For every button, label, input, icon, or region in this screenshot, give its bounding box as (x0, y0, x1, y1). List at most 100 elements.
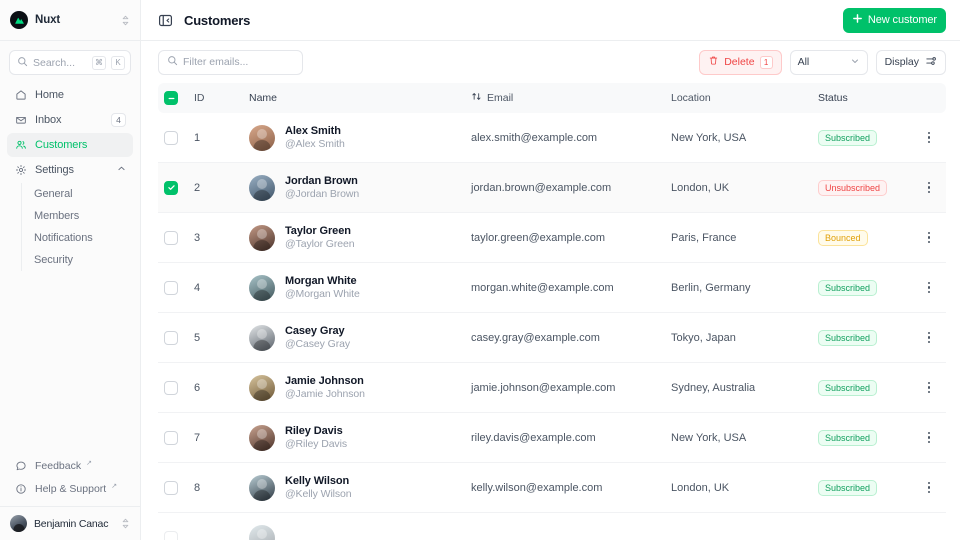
filter-emails-placeholder: Filter emails... (183, 56, 249, 68)
column-header-id[interactable]: ID (194, 92, 205, 104)
row-select-cell (158, 430, 194, 445)
cell-actions (912, 278, 946, 298)
sidebar-user-switcher[interactable]: Benjamin Canac (0, 506, 140, 540)
external-link-icon: ↗ (86, 460, 92, 467)
row-checkbox[interactable] (164, 380, 178, 395)
filter-emails-input[interactable]: Filter emails... (158, 49, 303, 75)
ellipsis-vertical-icon[interactable] (924, 428, 935, 448)
table-row-partial[interactable] (158, 513, 946, 540)
search-input[interactable]: Search... ⌘ K (9, 50, 131, 75)
select-all-checkbox[interactable] (164, 91, 178, 105)
row-select-cell (158, 330, 194, 345)
sidebar-item-home[interactable]: Home (7, 83, 133, 107)
new-customer-button[interactable]: New customer (842, 7, 946, 33)
sidebar-item-feedback[interactable]: Feedback ↗ (7, 454, 133, 477)
ellipsis-vertical-icon[interactable] (924, 328, 935, 348)
sort-arrows-icon (471, 91, 482, 105)
cell-id: 2 (194, 181, 201, 194)
table-row[interactable]: 8 Kelly Wilson @Kelly Wilson kelly.wilson@e… (158, 463, 946, 513)
table-row[interactable]: 5 Casey Gray @Casey Gray casey.gray@example… (158, 313, 946, 363)
row-select-cell (158, 480, 194, 495)
avatar (249, 274, 275, 301)
sidebar-team-switcher[interactable]: Nuxt (0, 0, 140, 41)
ellipsis-vertical-icon[interactable] (924, 128, 935, 148)
ellipsis-vertical-icon[interactable] (924, 178, 935, 198)
sidebar-item-customers[interactable]: Customers (7, 133, 133, 157)
status-filter-select[interactable]: All (789, 49, 868, 75)
table-row[interactable]: 1 Alex Smith @Alex Smith alex.smith@example… (158, 113, 946, 163)
cell-name: Kelly Wilson @Kelly Wilson (249, 474, 471, 501)
main-content: Customers New customer Filter emails... (141, 0, 960, 540)
cell-location: New York, USA (671, 431, 747, 444)
sidebar-item-settings[interactable]: Settings (7, 158, 133, 182)
sidebar-item-help-support[interactable]: Help & Support ↗ (7, 477, 133, 500)
table-row[interactable]: 6 Jamie Johnson @Jamie Johnson jamie.johnso… (158, 363, 946, 413)
status-badge: Subscribed (818, 379, 878, 396)
delete-label: Delete (724, 56, 755, 68)
trash-icon (708, 55, 719, 69)
ellipsis-vertical-icon[interactable] (924, 278, 935, 298)
column-header-location[interactable]: Location (671, 92, 711, 104)
ellipsis-vertical-icon[interactable] (924, 228, 935, 248)
sidebar-subitem-general[interactable]: General (34, 188, 73, 200)
column-header-email[interactable]: Email (471, 91, 671, 105)
customer-name: Jordan Brown (285, 175, 358, 187)
column-header-name[interactable]: Name (249, 92, 278, 104)
row-select-cell (158, 380, 194, 395)
cell-id: 5 (194, 331, 201, 344)
column-header-status[interactable]: Status (818, 92, 848, 104)
cell-id: 3 (194, 231, 201, 244)
status-badge: Subscribed (818, 129, 878, 146)
cell-location: New York, USA (671, 131, 747, 144)
row-checkbox[interactable] (164, 180, 178, 195)
row-checkbox[interactable] (164, 230, 178, 245)
customer-name: Casey Gray (285, 325, 345, 337)
cell-name: Morgan White @Morgan White (249, 274, 471, 301)
customer-handle: @Morgan White (285, 288, 360, 300)
status-badge: Unsubscribed (818, 179, 888, 196)
table-row[interactable]: 3 Taylor Green @Taylor Green taylor.green@e… (158, 213, 946, 263)
cell-email: jordan.brown@example.com (471, 181, 612, 194)
row-checkbox[interactable] (164, 330, 178, 345)
info-circle-icon (14, 482, 27, 495)
sidebar-item-help-support-label: Help & Support (35, 482, 107, 495)
inbox-badge: 4 (111, 113, 126, 127)
table-row[interactable]: 4 Morgan White @Morgan White morgan.white@e… (158, 263, 946, 313)
row-checkbox[interactable] (164, 280, 178, 295)
cell-name: Casey Gray @Casey Gray (249, 324, 471, 351)
cell-location: Paris, France (671, 231, 737, 244)
ellipsis-vertical-icon[interactable] (924, 378, 935, 398)
cell-email: kelly.wilson@example.com (471, 481, 603, 494)
avatar (249, 474, 275, 501)
sidebar-item-inbox[interactable]: Inbox 4 (7, 108, 133, 132)
customers-table: ID Name Email Location Status 1 Alex Smit… (141, 83, 960, 540)
row-checkbox[interactable] (164, 130, 178, 145)
ellipsis-vertical-icon[interactable] (924, 478, 935, 498)
table-row[interactable]: 7 Riley Davis @Riley Davis riley.davis@exam… (158, 413, 946, 463)
sidebar-subitem-notifications[interactable]: Notifications (34, 232, 93, 244)
table-row[interactable]: 2 Jordan Brown @Jordan Brown jordan.brown@e… (158, 163, 946, 213)
row-checkbox[interactable] (164, 480, 178, 495)
cell-name: Alex Smith @Alex Smith (249, 124, 471, 151)
top-bar: Customers New customer (141, 0, 960, 41)
table-toolbar: Filter emails... Delete 1 All Display (141, 41, 960, 83)
cell-status: Subscribed (818, 329, 912, 346)
cell-name: Jamie Johnson @Jamie Johnson (249, 374, 471, 401)
cell-actions (912, 228, 946, 248)
avatar (249, 324, 275, 351)
cell-location: London, UK (671, 181, 730, 194)
customer-name: Alex Smith (285, 125, 341, 137)
sidebar-brand-label: Nuxt (35, 14, 61, 26)
sidebar-item-customers-label: Customers (35, 139, 88, 151)
sidebar-subitem-security[interactable]: Security (34, 254, 73, 266)
panel-collapse-icon[interactable] (158, 13, 173, 28)
external-link-icon: ↗ (111, 483, 118, 490)
row-checkbox[interactable] (164, 430, 178, 445)
display-button[interactable]: Display (875, 49, 946, 75)
avatar (249, 374, 275, 401)
row-checkbox[interactable] (164, 530, 178, 540)
delete-button[interactable]: Delete 1 (699, 49, 782, 75)
nuxt-logo-icon (10, 11, 28, 29)
sidebar-subitem-members[interactable]: Members (34, 210, 80, 222)
avatar (249, 524, 275, 540)
